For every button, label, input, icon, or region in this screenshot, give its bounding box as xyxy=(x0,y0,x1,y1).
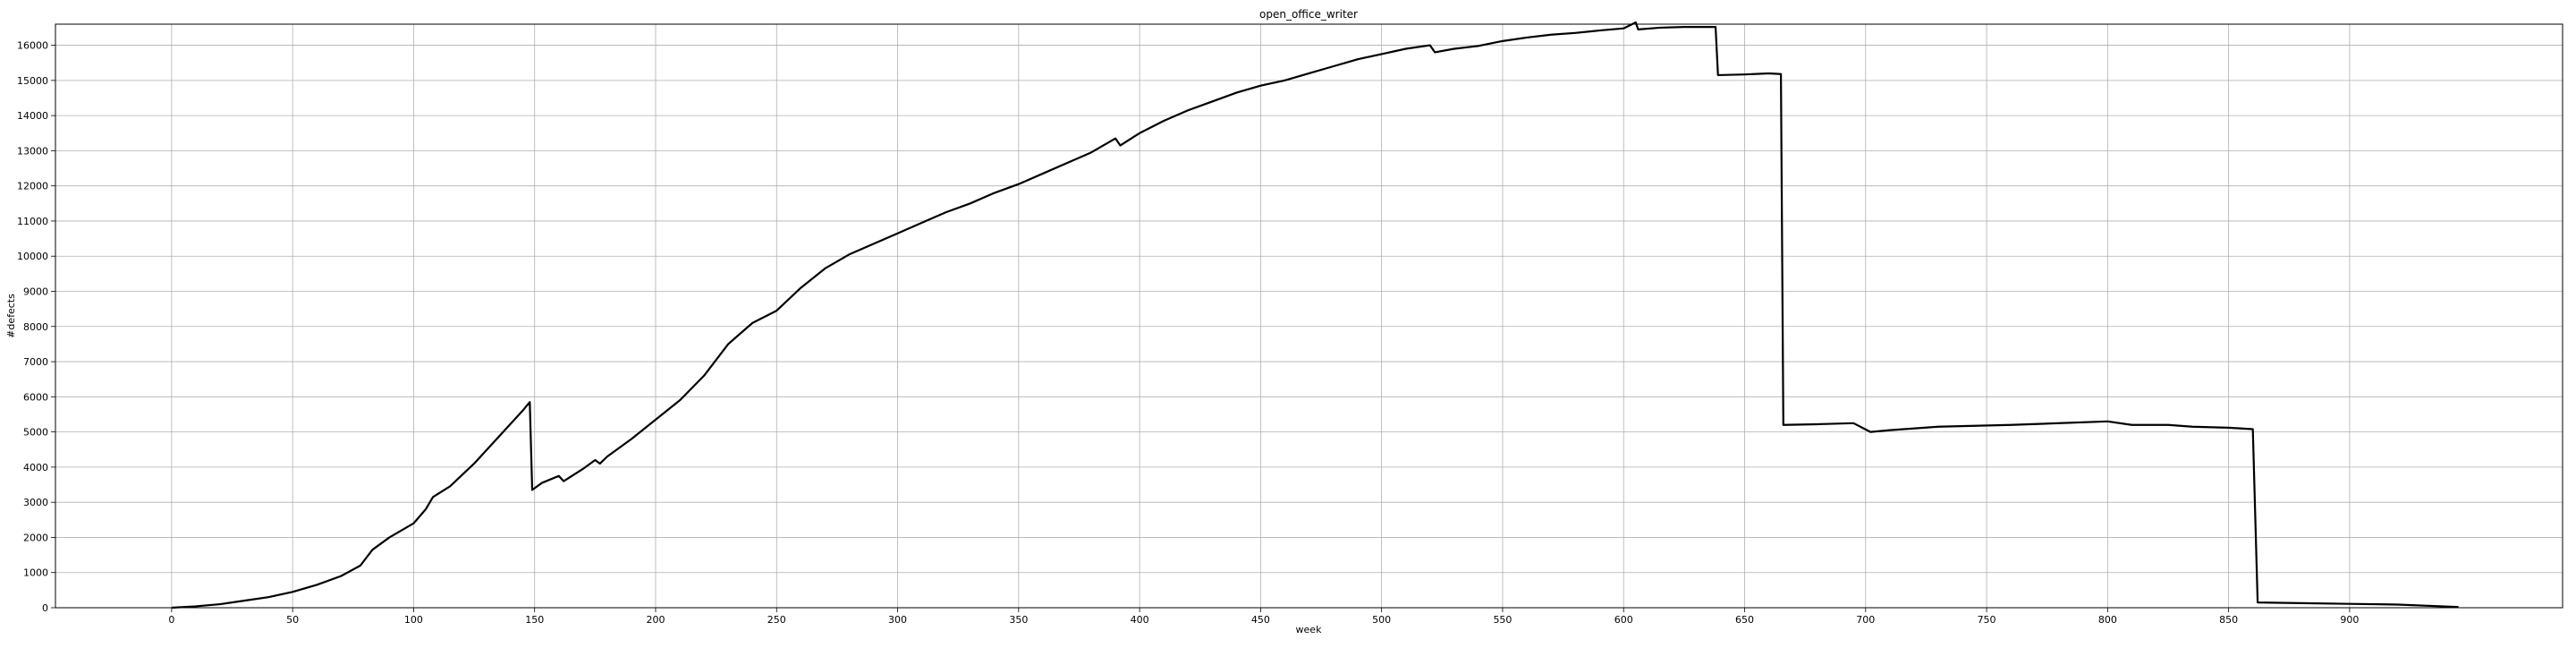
y-tick-label: 3000 xyxy=(23,497,48,508)
plot-frame xyxy=(55,23,2563,609)
x-tick-label: 750 xyxy=(1978,614,1996,626)
x-tick-label: 650 xyxy=(1735,614,1754,626)
x-tick-label: 200 xyxy=(646,614,665,626)
x-axis-label: week xyxy=(1296,624,1323,635)
y-tick-label: 11000 xyxy=(17,216,48,227)
y-tick-label: 13000 xyxy=(17,145,48,157)
x-tick-label: 150 xyxy=(525,614,544,626)
x-tick-label: 700 xyxy=(1856,614,1875,626)
grid-lines xyxy=(55,24,2563,609)
y-tick-label: 1000 xyxy=(23,567,48,579)
x-tick-label: 900 xyxy=(2340,614,2359,626)
y-tick-label: 4000 xyxy=(23,462,48,473)
x-tick-label: 350 xyxy=(1009,614,1028,626)
y-tick-label: 8000 xyxy=(23,321,48,333)
x-tick-label: 50 xyxy=(286,614,299,626)
x-tick-label: 850 xyxy=(2219,614,2238,626)
y-tick-label: 6000 xyxy=(23,391,48,403)
y-axis-label: #defects xyxy=(5,294,17,338)
series-layer xyxy=(171,21,2459,610)
x-tick-label: 800 xyxy=(2098,614,2117,626)
x-tick-label: 600 xyxy=(1614,614,1633,626)
x-tick-label: 0 xyxy=(168,614,174,626)
y-tick-label: 16000 xyxy=(17,40,48,52)
y-tick-label: 15000 xyxy=(17,75,48,87)
y-tick-label: 14000 xyxy=(17,110,48,122)
chart-title: open_office_writer xyxy=(1259,8,1358,21)
y-tick-label: 9000 xyxy=(23,286,48,298)
series-line xyxy=(171,21,2459,610)
y-tick-label: 0 xyxy=(42,602,48,614)
x-tick-label: 100 xyxy=(404,614,423,626)
x-tick-label: 250 xyxy=(767,614,786,626)
x-tick-label: 500 xyxy=(1372,614,1391,626)
x-tick-label: 450 xyxy=(1251,614,1270,626)
x-tick-label: 400 xyxy=(1131,614,1149,626)
axis-ticks: 0 50 100 150 200 250 300 350 400 450 500 550 600 650 7… xyxy=(17,40,2359,626)
y-tick-label: 10000 xyxy=(17,251,48,262)
y-tick-label: 7000 xyxy=(23,356,48,368)
x-tick-label: 300 xyxy=(888,614,907,626)
y-tick-label: 5000 xyxy=(23,427,48,439)
y-tick-label: 2000 xyxy=(23,532,48,543)
x-tick-label: 550 xyxy=(1493,614,1512,626)
y-tick-label: 12000 xyxy=(17,181,48,192)
